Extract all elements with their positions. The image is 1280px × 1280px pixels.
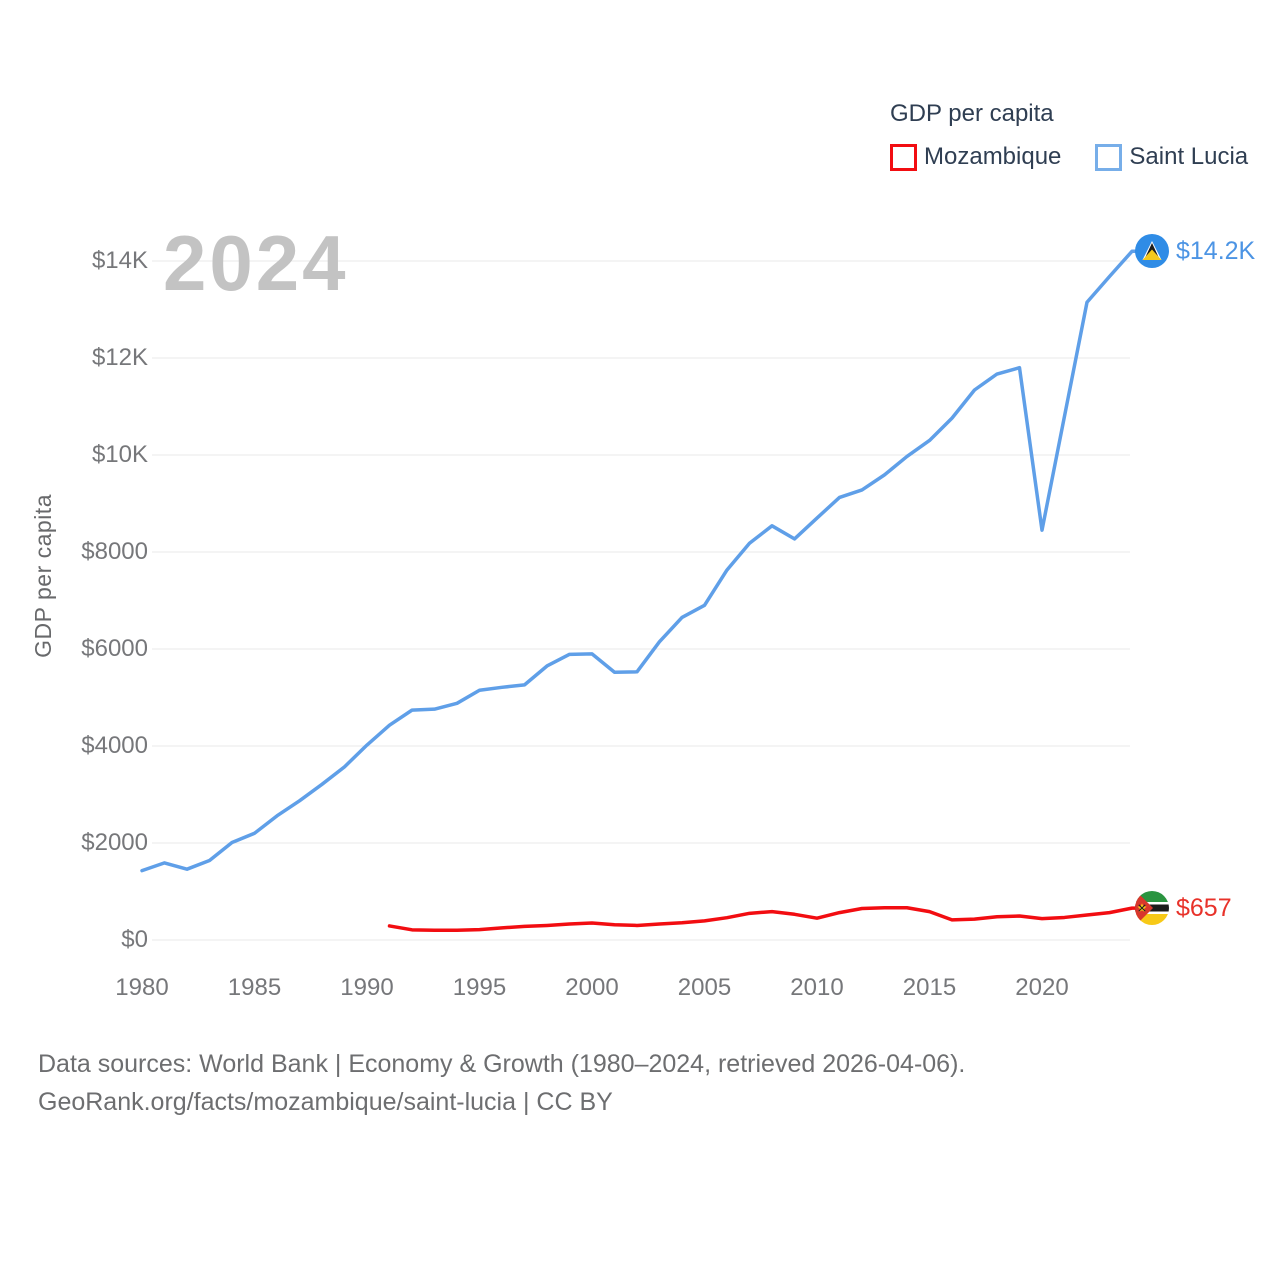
x-tick-label: 2005 — [677, 974, 732, 1001]
y-tick-label: $6000 — [81, 635, 148, 662]
x-tick-label: 1980 — [115, 974, 169, 1001]
saint-lucia-swatch-icon — [1095, 143, 1123, 171]
mozambique-flag-icon — [1135, 891, 1169, 926]
series-line-saint-lucia — [140, 249, 1152, 873]
x-tick-label: 1990 — [340, 974, 394, 1001]
y-tick-label: $0 — [121, 926, 148, 953]
x-tick-label: 1995 — [452, 974, 507, 1001]
y-tick-label: $10K — [91, 441, 148, 468]
mozambique-value-label: $657 — [1176, 894, 1232, 923]
legend: GDP per capita Mozambique Saint Lucia — [890, 100, 1248, 171]
legend-items: Mozambique Saint Lucia — [890, 143, 1248, 171]
x-tick-label: 2015 — [902, 974, 957, 1001]
x-tick-label: 2010 — [790, 974, 844, 1001]
legend-label: Saint Lucia — [1129, 143, 1249, 170]
year-watermark: 2024 — [163, 219, 349, 307]
attribution-line: GeoRank.org/facts/mozambique/saint-lucia… — [38, 1088, 613, 1116]
data-source-attribution: Data sources: World Bank | Economy & Gro… — [38, 1045, 965, 1121]
saint-lucia-value-label: $14.2K — [1176, 237, 1256, 266]
series-line-mozambique — [387, 905, 1152, 933]
y-tick-label: $4000 — [81, 732, 148, 759]
y-tick-label: $8000 — [81, 538, 148, 565]
legend-title: GDP per capita — [890, 100, 1054, 127]
legend-item-saint-lucia[interactable]: Saint Lucia — [1095, 143, 1248, 171]
source-line: Data sources: World Bank | Economy & Gro… — [38, 1050, 966, 1078]
y-tick-label: $14K — [91, 247, 148, 274]
x-tick-label: 2000 — [565, 974, 619, 1001]
x-tick-label: 2020 — [1015, 974, 1069, 1001]
saint-lucia-flag-icon — [1135, 234, 1169, 269]
mozambique-swatch-icon — [890, 143, 917, 171]
y-tick-label: $12K — [91, 344, 148, 371]
legend-item-mozambique[interactable]: Mozambique — [890, 143, 1061, 171]
y-tick-label: $2000 — [81, 829, 148, 856]
x-tick-label: 1985 — [227, 974, 282, 1001]
legend-label: Mozambique — [924, 143, 1062, 170]
